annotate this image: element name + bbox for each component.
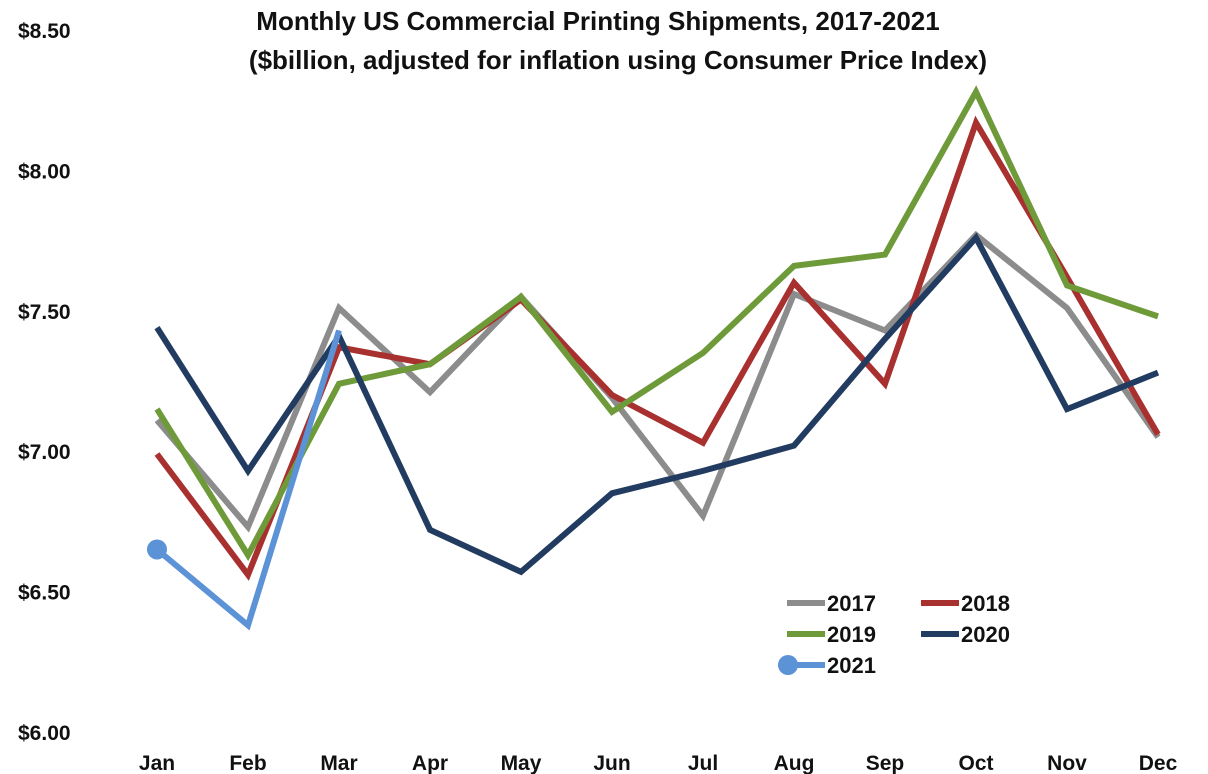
series-marker-2021 [147, 539, 167, 560]
y-tick-label: $6.50 [18, 582, 71, 605]
legend-label-2021: 2021 [827, 653, 876, 678]
y-tick-label: $8.50 [18, 20, 71, 43]
x-tick-label: Jul [688, 752, 718, 774]
legend-label-2020: 2020 [961, 622, 1010, 647]
legend-marker-2021 [778, 655, 798, 675]
x-tick-label: Aug [774, 752, 815, 774]
chart-subtitle: ($billion, adjusted for inflation using … [249, 45, 987, 75]
x-tick-label: Apr [412, 752, 448, 774]
y-tick-label: $7.50 [18, 301, 71, 324]
x-tick-label: Jan [139, 752, 175, 774]
legend-label-2019: 2019 [827, 622, 876, 647]
legend-label-2017: 2017 [827, 591, 876, 616]
y-tick-label: $8.00 [18, 160, 71, 183]
series-line-2020 [154, 232, 1160, 576]
x-tick-label: Oct [958, 752, 993, 774]
series-line-2021 [155, 329, 342, 631]
x-tick-label: Feb [229, 752, 266, 774]
series-line-2019 [154, 85, 1159, 562]
series-lines [147, 85, 1161, 631]
x-tick-label: Mar [320, 752, 357, 774]
legend: 2017 2018 2019 2020 2021 [778, 591, 1010, 678]
series-line-2017 [154, 230, 1161, 533]
y-tick-label: $7.00 [18, 441, 71, 464]
legend-label-2018: 2018 [961, 591, 1010, 616]
x-tick-label: May [501, 752, 542, 774]
x-tick-label: Sep [866, 752, 905, 774]
x-tick-label: Nov [1047, 752, 1087, 774]
series-line-2018 [154, 115, 1161, 581]
x-tick-label: Dec [1139, 752, 1178, 774]
y-axis-tick-labels: $6.00 $6.50 $7.00 $7.50 $8.00 $8.50 [18, 20, 71, 745]
x-axis-tick-labels: Jan Feb Mar Apr May Jun Jul Aug Sep Oct Nov Dec [139, 752, 1178, 774]
chart-title: Monthly US Commercial Printing Shipments… [256, 6, 939, 36]
y-tick-label: $6.00 [18, 722, 71, 745]
x-tick-label: Jun [593, 752, 630, 774]
